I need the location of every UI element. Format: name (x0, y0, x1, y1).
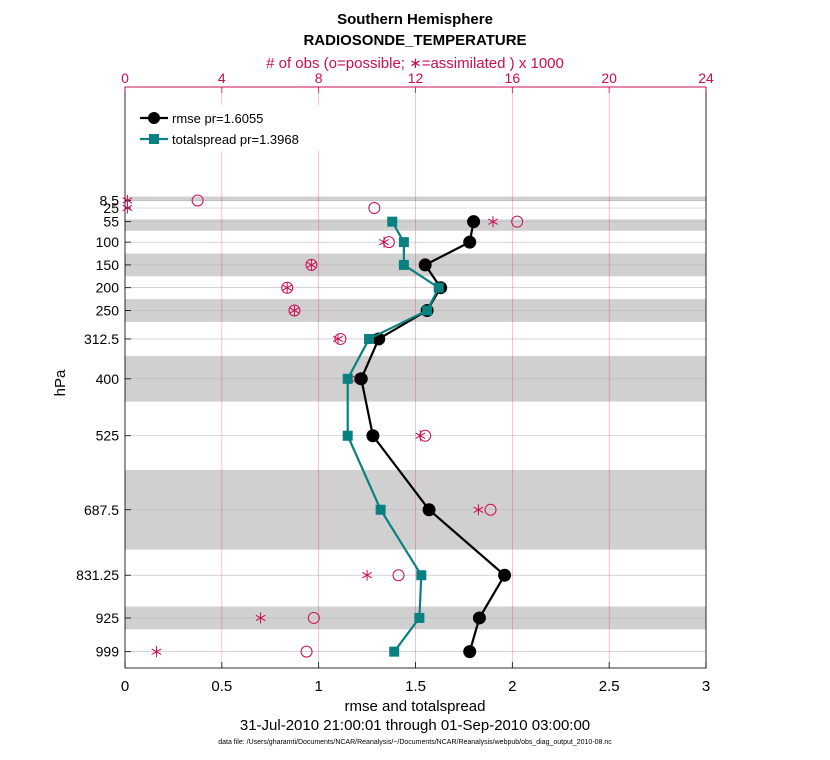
totalspread-point (375, 504, 386, 515)
obs-possible-marker (300, 645, 313, 658)
y-tick-label: 687.5 (84, 502, 119, 518)
totalspread-point (398, 259, 409, 270)
legend-label-totalspread: totalspread pr=1.3968 (172, 132, 299, 147)
obs-assimilated-marker (379, 236, 390, 248)
y-tick-label: 200 (96, 280, 120, 296)
y-tick-label: 525 (96, 428, 120, 444)
rmse-point (354, 372, 368, 386)
obs-assimilated-marker (333, 333, 344, 345)
y-tick-label: 150 (96, 257, 120, 273)
shaded-band (125, 219, 706, 231)
rmse-point (498, 568, 512, 582)
totalspread-point (398, 237, 409, 248)
chart-subtitle: RADIOSONDE_TEMPERATURE (303, 32, 526, 49)
obs-possible-marker (334, 332, 347, 345)
rmse-point (463, 235, 477, 249)
obs-assimilated-marker (362, 569, 373, 581)
rmse-line (360, 221, 506, 652)
y-tick-label: 400 (96, 371, 120, 387)
y-tick-label: 25 (103, 200, 119, 216)
totalspread-point (364, 333, 375, 344)
obs-assimilated-marker (473, 504, 484, 516)
y-tick-label: 312.5 (84, 331, 119, 347)
totalspread-point (422, 305, 433, 316)
legend-label-rmse: rmse pr=1.6055 (172, 111, 263, 126)
x-tick-label: 1 (314, 678, 322, 695)
top-tick-label: 20 (601, 70, 617, 86)
totalspread-point (433, 282, 444, 293)
obs-assimilated-marker (151, 646, 162, 658)
y-tick-label: 925 (96, 610, 120, 626)
totalspread-point (389, 646, 400, 657)
top-tick-label: 4 (218, 70, 226, 86)
y-tick-label: 831.25 (76, 567, 119, 583)
x-tick-label: 2.5 (599, 678, 620, 695)
rmse-point (422, 503, 436, 517)
obs-possible-marker (307, 611, 320, 624)
y-axis-label: hPa (52, 369, 69, 396)
totalspread-point (342, 430, 353, 441)
legend-marker-totalspread (149, 134, 159, 144)
obs-possible-marker (368, 201, 381, 214)
obs-assimilated-marker (282, 282, 293, 294)
obs-assimilated-marker (487, 216, 498, 228)
chart-title: Southern Hemisphere (337, 11, 493, 28)
legend-box (134, 105, 320, 151)
y-tick-label: 55 (103, 214, 119, 230)
x-tick-label: 0 (121, 678, 129, 695)
top-tick-label: 24 (698, 70, 714, 86)
obs-possible-marker (392, 569, 405, 582)
obs-possible-marker (511, 215, 524, 228)
obs-assimilated-marker (306, 259, 317, 271)
totalspread-line (346, 221, 441, 653)
totalspread-point (416, 570, 427, 581)
rmse-point (463, 645, 477, 659)
obs-assimilated-marker (122, 202, 133, 214)
rmse-point (366, 429, 380, 443)
top-axis-label: # of obs (o=possible; ∗=assimilated ) x … (266, 55, 564, 72)
x-tick-label: 2 (508, 678, 516, 695)
y-tick-label: 100 (96, 234, 120, 250)
obs-possible-marker (191, 194, 204, 207)
shaded-band (125, 196, 706, 202)
top-tick-label: 12 (408, 70, 424, 86)
obs-assimilated-marker (289, 304, 300, 316)
rmse-point (467, 215, 481, 229)
x-axis-label: rmse and totalspread (345, 698, 486, 715)
totalspread-point (414, 612, 425, 623)
y-tick-label: 999 (96, 644, 120, 660)
y-tick-label: 8.5 (100, 192, 120, 208)
data-file-note: data file: /Users/gharamti/Documents/NCA… (218, 739, 612, 746)
x-tick-label: 1.5 (405, 678, 426, 695)
obs-assimilated-marker (415, 430, 426, 442)
top-tick-label: 16 (505, 70, 521, 86)
x-tick-label: 3 (702, 678, 710, 695)
obs-assimilated-marker (255, 612, 266, 624)
y-tick-label: 250 (96, 302, 120, 318)
totalspread-point (342, 373, 353, 384)
date-range: 31-Jul-2010 21:00:01 through 01-Sep-2010… (240, 717, 590, 734)
top-tick-label: 8 (315, 70, 323, 86)
legend-marker-rmse (148, 112, 160, 124)
rmse-point (418, 258, 432, 272)
rmse-point (472, 611, 486, 625)
obs-possible-marker (484, 503, 497, 516)
totalspread-point (387, 216, 398, 227)
x-tick-label: 0.5 (211, 678, 232, 695)
top-tick-label: 0 (121, 70, 129, 86)
